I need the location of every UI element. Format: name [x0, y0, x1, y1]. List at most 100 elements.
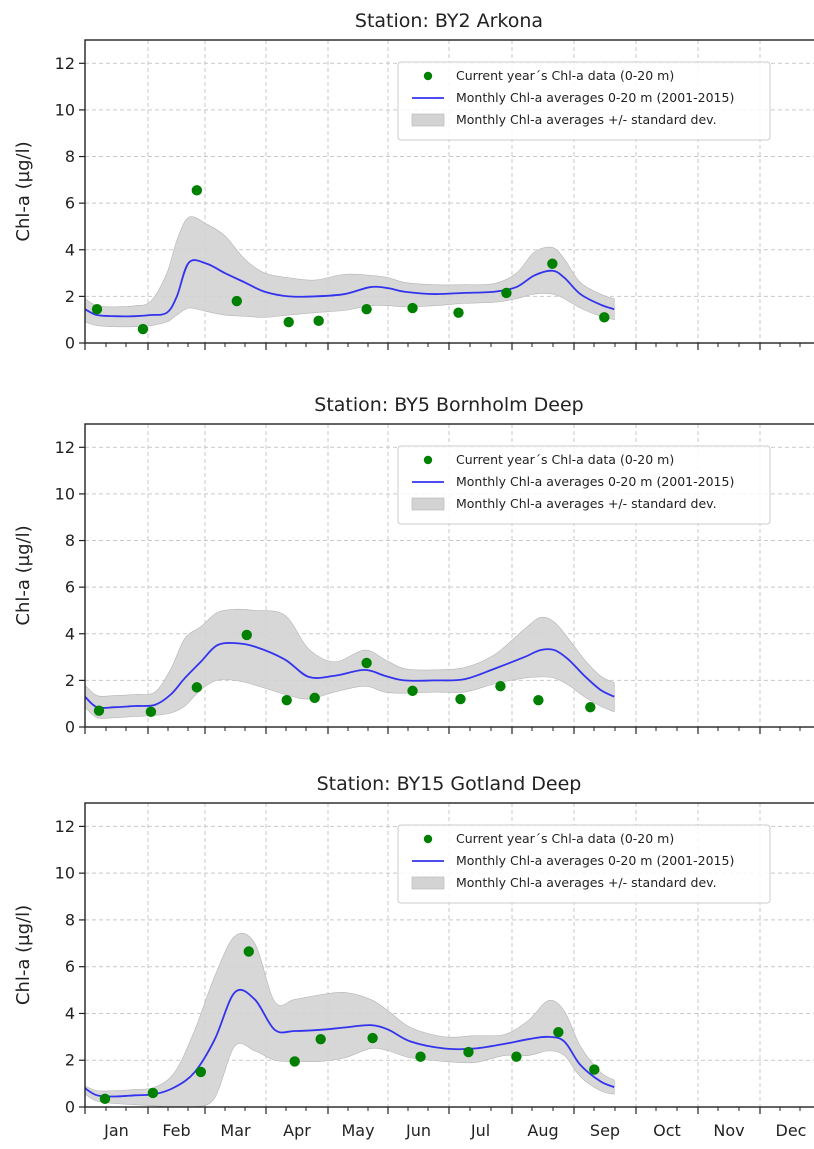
monthly-average-line: [85, 642, 615, 709]
y-tick-label: 6: [65, 957, 75, 976]
data-point: [191, 682, 203, 693]
legend: Current year´s Chl-a data (0-20 m) Monthl…: [397, 445, 771, 525]
data-point: [313, 315, 324, 327]
data-point: [145, 706, 157, 718]
x-tick-label: Feb: [162, 1121, 190, 1140]
data-point: [533, 694, 544, 706]
y-tick-label: 10: [55, 484, 75, 503]
axes-frame: [84, 423, 814, 728]
legend-marker-scatter: [423, 455, 433, 465]
legend-box: [397, 445, 771, 525]
axes-frame: [84, 802, 814, 1108]
std-dev-band: [85, 608, 615, 719]
data-point: [309, 692, 320, 704]
data-point: [599, 312, 610, 323]
y-tick-label: 4: [65, 1004, 75, 1023]
x-tick-label: Dec: [776, 1121, 807, 1140]
data-point: [463, 1046, 474, 1058]
x-tick-label: Apr: [283, 1121, 311, 1140]
legend-box: [397, 824, 771, 904]
data-point: [407, 685, 418, 697]
data-point: [99, 1093, 111, 1105]
y-axis: 0 2 4 6 8 10 12: [55, 54, 85, 353]
data-point: [415, 1051, 426, 1062]
legend-label: Current year´s Chl-a data (0-20 m): [456, 831, 674, 846]
legend-marker-scatter: [423, 834, 433, 844]
data-point: [501, 287, 512, 299]
y-axis-label: Chl-a (µg/l): [13, 525, 34, 625]
y-axis-label: Chl-a (µg/l): [13, 905, 34, 1005]
legend-box: [397, 61, 771, 141]
x-tick-label: Nov: [713, 1121, 744, 1140]
data-point: [315, 1033, 326, 1045]
monthly-average-line: [85, 259, 615, 318]
y-tick-label: 0: [65, 1098, 75, 1117]
legend-marker-scatter: [423, 71, 433, 81]
series-layer: [85, 185, 615, 335]
data-point: [367, 1032, 378, 1044]
y-axis-label: Chl-a (µg/l): [13, 141, 34, 241]
legend-label: Monthly Chl-a averages 0-20 m (2001-2015…: [456, 853, 734, 868]
x-tick-label: Aug: [527, 1121, 558, 1140]
legend-marker-band: [411, 497, 445, 511]
data-point: [137, 323, 149, 335]
legend-label: Monthly Chl-a averages 0-20 m (2001-2015…: [456, 474, 734, 489]
x-tick-label: Jan: [103, 1121, 129, 1140]
legend-marker-band: [411, 113, 445, 127]
legend-marker-band: [411, 876, 445, 890]
axes-frame: [84, 39, 814, 344]
legend-label: Monthly Chl-a averages +/- standard dev.: [456, 112, 717, 127]
legend-label: Monthly Chl-a averages +/- standard dev.: [456, 496, 717, 511]
y-axis: 0 2 4 6 8 10 12: [55, 817, 85, 1117]
data-point: [361, 304, 372, 315]
x-tick-label: Jun: [405, 1121, 431, 1140]
std-dev-band: [85, 216, 615, 328]
data-point: [407, 302, 418, 314]
chart-panel-3: 0 2 4 6 8 10 12 Jan Feb Mar Apr May Jun Jul Aug Sep Oct N…: [13, 773, 814, 1140]
y-tick-label: 12: [55, 54, 75, 73]
data-point: [455, 693, 466, 705]
x-axis: Jan Feb Mar Apr May Jun Jul Aug Sep Oct Nov Dec: [84, 1107, 807, 1140]
data-point: [289, 1056, 300, 1067]
series-layer: [85, 608, 615, 719]
data-point: [147, 1087, 159, 1099]
data-point: [495, 681, 506, 692]
series-layer: [85, 932, 615, 1107]
data-point: [453, 307, 464, 318]
chart-panel-2: 0 2 4 6 8 10 12 Station: BY5 Bornholm Deep Chl-a…: [13, 394, 814, 737]
data-point: [91, 304, 103, 315]
x-tick-label: May: [341, 1121, 374, 1140]
y-tick-label: 2: [65, 1051, 75, 1070]
y-tick-label: 0: [65, 334, 75, 353]
x-tick-label: Mar: [220, 1121, 251, 1140]
data-point: [243, 946, 254, 957]
y-tick-label: 2: [65, 287, 75, 306]
y-tick-label: 8: [65, 147, 75, 166]
x-axis: [84, 343, 801, 350]
x-axis: [84, 727, 801, 734]
y-axis: 0 2 4 6 8 10 12: [55, 438, 85, 737]
y-tick-label: 10: [55, 100, 75, 119]
data-point: [241, 629, 252, 641]
data-point: [283, 316, 294, 328]
legend: Current year´s Chl-a data (0-20 m) Monthl…: [397, 824, 771, 904]
x-tick-label: Oct: [653, 1121, 681, 1140]
data-point: [191, 185, 203, 196]
legend-label: Monthly Chl-a averages +/- standard dev.: [456, 875, 717, 890]
data-point: [585, 701, 596, 713]
data-point: [553, 1026, 564, 1038]
chart-panel-1: 0 2 4 6 8 10 12 Station: BY2 Arkona Chl-a (µg/l)…: [13, 10, 814, 353]
y-tick-label: 12: [55, 438, 75, 457]
x-tick-label: Jul: [470, 1121, 490, 1140]
legend-label: Current year´s Chl-a data (0-20 m): [456, 452, 674, 467]
data-point: [93, 705, 105, 716]
legend-label: Monthly Chl-a averages 0-20 m (2001-2015…: [456, 90, 734, 105]
x-tick-label: Sep: [590, 1121, 620, 1140]
y-tick-label: 8: [65, 531, 75, 550]
std-dev-band: [85, 932, 615, 1107]
legend: Current year´s Chl-a data (0-20 m) Monthl…: [397, 61, 771, 141]
data-point: [361, 657, 372, 669]
y-tick-label: 0: [65, 718, 75, 737]
data-point: [195, 1066, 207, 1078]
